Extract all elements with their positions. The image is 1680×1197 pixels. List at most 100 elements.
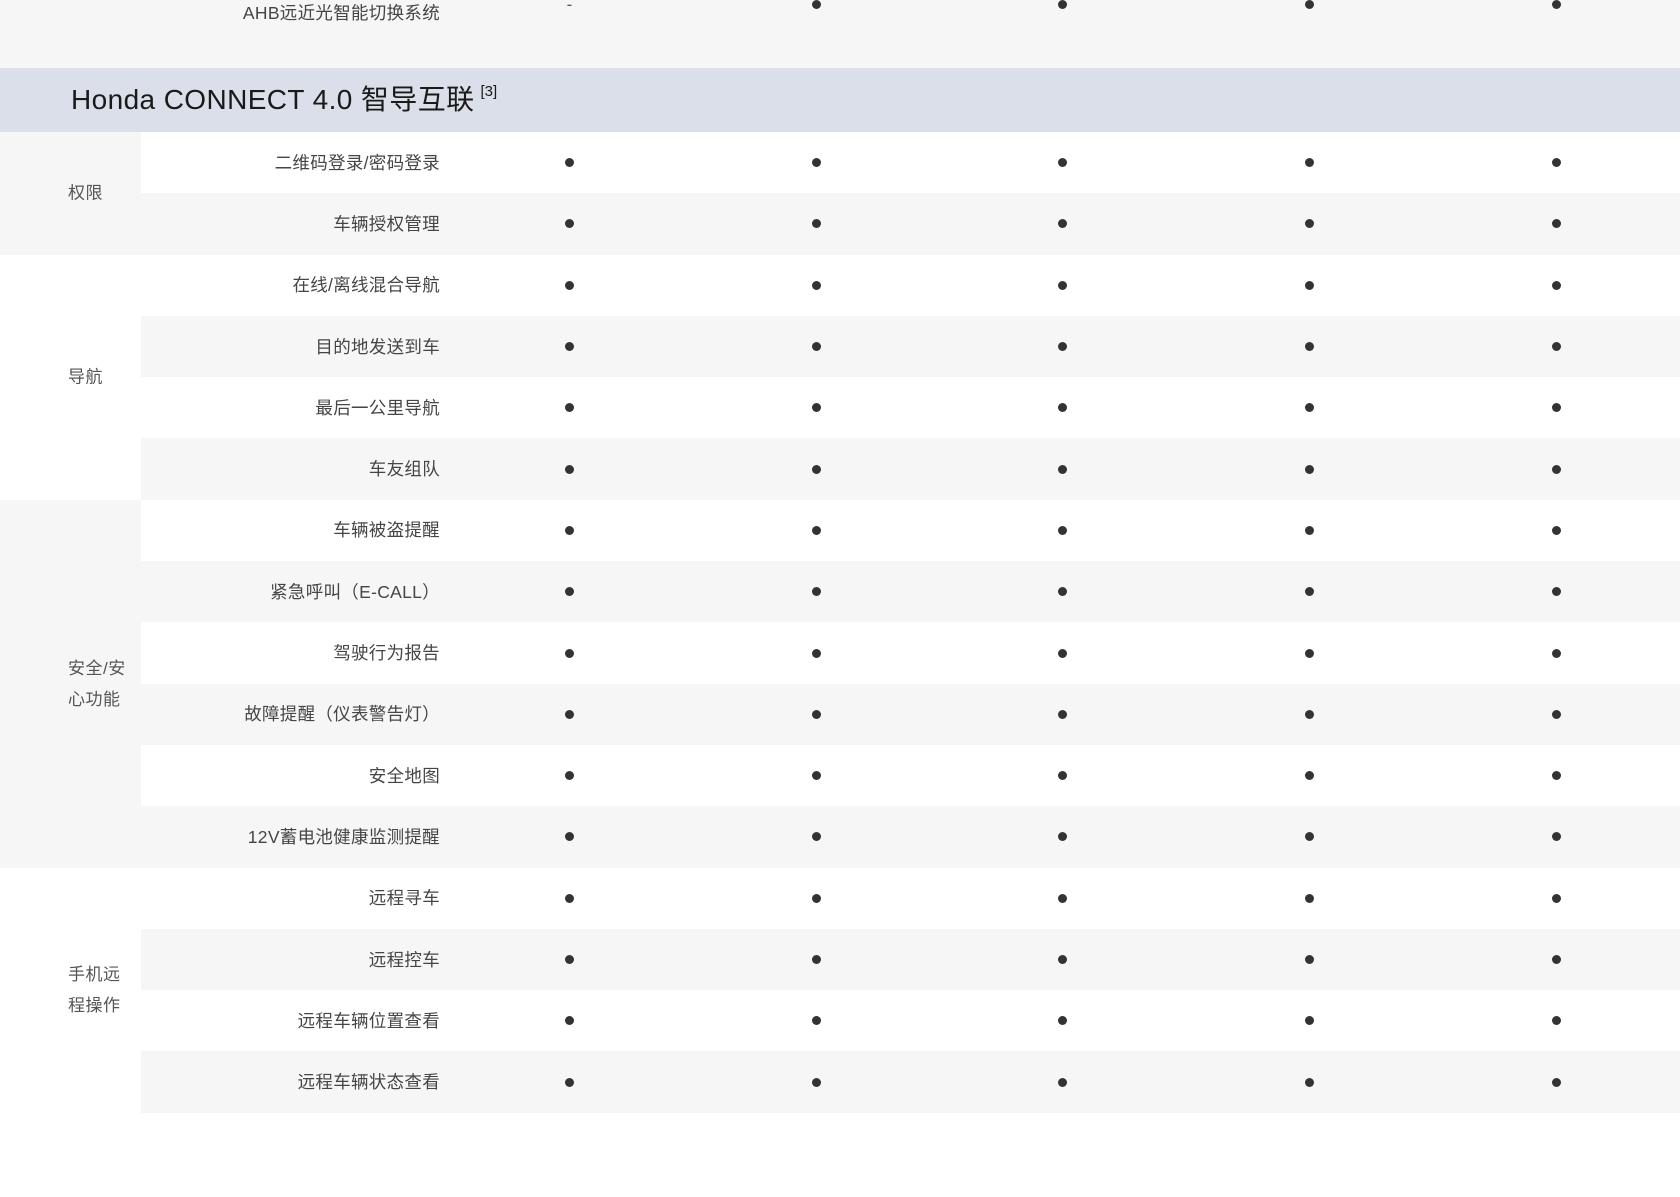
mark-cell-col4	[1186, 832, 1433, 842]
feature-name-cell: 车辆授权管理	[333, 213, 440, 234]
mark-cell-col1	[446, 771, 693, 781]
row-category-spacer	[0, 868, 141, 929]
available-dot-icon	[811, 587, 821, 597]
mark-cell-col5	[1433, 0, 1680, 9]
table-row: 车友组队	[0, 438, 1680, 500]
mark-cell-col5	[1433, 648, 1680, 658]
available-dot-icon	[1552, 955, 1562, 964]
available-dot-icon	[1552, 1016, 1562, 1026]
category-group: 权限 二维码登录/密码登录 车辆授权管理	[0, 132, 1680, 255]
mark-cell-col3	[940, 280, 1187, 290]
mark-cell-col4	[1186, 709, 1433, 719]
mark-cell-col1	[446, 525, 693, 535]
marks-group	[446, 438, 1680, 499]
table-row: 二维码登录/密码登录	[0, 132, 1680, 194]
marks-group	[446, 500, 1680, 561]
feature-name-cell: 最后一公里导航	[315, 397, 440, 418]
available-dot-icon	[1305, 955, 1315, 964]
available-dot-icon	[811, 955, 821, 964]
mark-cell-col3	[940, 771, 1187, 781]
mark-cell-col1	[446, 648, 693, 658]
available-dot-icon	[811, 771, 821, 781]
mark-cell-col4	[1186, 219, 1433, 229]
mark-cell-col5	[1433, 1077, 1680, 1087]
mark-cell-col5	[1433, 1016, 1680, 1026]
mark-cell-col5	[1433, 525, 1680, 535]
mark-cell-col3	[940, 587, 1187, 597]
mark-cell-col5	[1433, 771, 1680, 781]
mark-cell-col1	[446, 280, 693, 290]
table-row: 在线/离线混合导航	[0, 254, 1680, 316]
mark-cell-col2	[693, 709, 940, 719]
mark-cell-col3	[940, 403, 1187, 413]
feature-name-cell: 远程控车	[368, 949, 440, 970]
row-category-spacer	[0, 1051, 141, 1112]
available-dot-icon	[1058, 587, 1068, 597]
available-dot-icon	[1552, 648, 1562, 658]
mark-cell-col4	[1186, 893, 1433, 903]
available-dot-icon	[1552, 219, 1562, 229]
available-dot-icon	[1552, 464, 1562, 474]
available-dot-icon	[1058, 403, 1068, 413]
mark-cell-col4	[1186, 1016, 1433, 1026]
available-dot-icon	[1305, 158, 1315, 168]
mark-cell-col3	[940, 464, 1187, 474]
row-category-spacer	[0, 132, 141, 193]
available-dot-icon	[1058, 342, 1068, 352]
available-dot-icon	[1552, 525, 1562, 535]
table-row: 故障提醒（仪表警告灯）	[0, 683, 1680, 745]
available-dot-icon	[1305, 648, 1315, 658]
available-dot-icon	[1058, 771, 1068, 781]
mark-cell-col2	[693, 587, 940, 597]
available-dot-icon	[564, 158, 574, 168]
mark-cell-col2	[693, 342, 940, 352]
row-category-spacer	[0, 745, 141, 806]
section-footnote-marker: [3]	[480, 82, 498, 100]
marks-group	[446, 255, 1680, 316]
feature-name-cell: 远程车辆位置查看	[297, 1010, 440, 1031]
available-dot-icon	[811, 709, 821, 719]
available-dot-icon	[564, 648, 574, 658]
mark-cell-col3	[940, 648, 1187, 658]
available-dot-icon	[1552, 0, 1562, 9]
mark-cell-col4	[1186, 587, 1433, 597]
mark-cell-col4	[1186, 342, 1433, 352]
table-row: 驾驶行为报告	[0, 622, 1680, 684]
feature-name-cell: 车辆被盗提醒	[333, 520, 440, 541]
feature-name-cell: 安全地图	[368, 765, 440, 786]
available-dot-icon	[564, 709, 574, 719]
available-dot-icon	[1552, 709, 1562, 719]
table-row: 目的地发送到车	[0, 315, 1680, 378]
mark-cell-col5	[1433, 219, 1680, 229]
available-dot-icon	[1058, 280, 1068, 290]
mark-cell-col1	[446, 832, 693, 842]
available-dot-icon	[1305, 525, 1315, 535]
mark-cell-col5	[1433, 342, 1680, 352]
mark-cell-col4	[1186, 955, 1433, 964]
mark-cell-col3	[940, 893, 1187, 903]
mark-cell-col3	[940, 709, 1187, 719]
available-dot-icon	[1305, 832, 1315, 842]
available-dot-icon	[811, 1077, 821, 1087]
available-dot-icon	[811, 1016, 821, 1026]
available-dot-icon	[1552, 403, 1562, 413]
available-dot-icon	[1058, 525, 1068, 535]
available-dot-icon	[811, 525, 821, 535]
feature-name-cell: AHB远近光智能切换系统	[242, 3, 440, 23]
mark-cell-col2	[693, 893, 940, 903]
available-dot-icon	[564, 219, 574, 229]
mark-cell-col2	[693, 280, 940, 290]
available-dot-icon	[564, 464, 574, 474]
mark-cell-col1	[446, 709, 693, 719]
available-dot-icon	[1058, 893, 1068, 903]
table-row: 远程车辆位置查看	[0, 990, 1680, 1052]
section-title: Honda CONNECT 4.0 智导互联	[71, 84, 475, 115]
marks-group	[446, 990, 1680, 1051]
available-dot-icon	[1552, 587, 1562, 597]
mark-cell-col3	[940, 158, 1187, 168]
mark-cell-col4	[1186, 464, 1433, 474]
available-dot-icon	[1305, 403, 1315, 413]
mark-cell-col1	[446, 955, 693, 964]
available-dot-icon	[1058, 0, 1068, 9]
available-dot-icon	[564, 587, 574, 597]
